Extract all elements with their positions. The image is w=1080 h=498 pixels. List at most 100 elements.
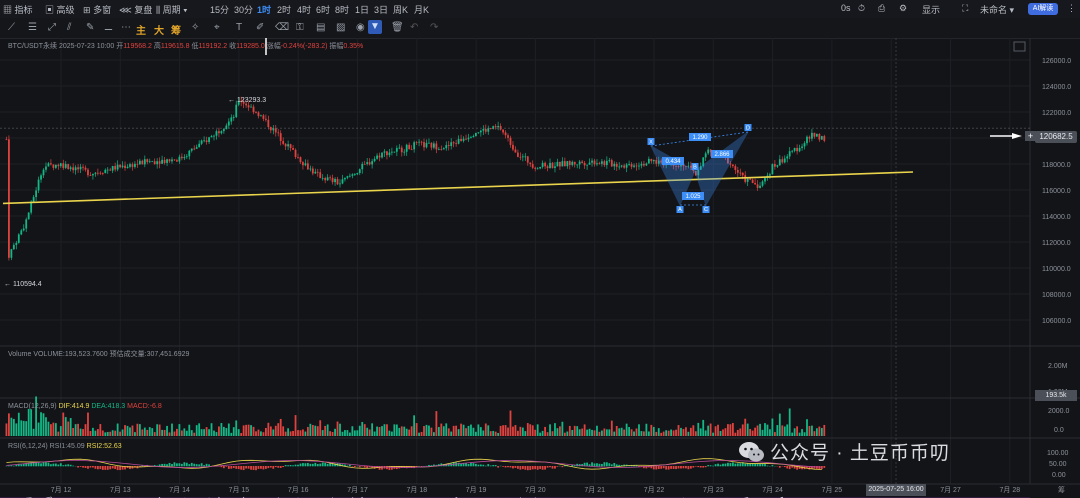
- camera-icon[interactable]: ⎙: [878, 3, 886, 13]
- macd-bar: [709, 465, 712, 467]
- candle-body: [297, 157, 299, 158]
- eraser-tool-icon[interactable]: ⌫: [275, 22, 290, 33]
- volume-bar: [462, 424, 465, 436]
- image-tool-icon[interactable]: ▨: [336, 22, 346, 33]
- brush-tool-icon[interactable]: ✎: [86, 22, 95, 33]
- current-price-tag: 120682.5: [1035, 131, 1077, 143]
- macd-bar: [778, 466, 781, 468]
- macd-bar: [741, 462, 744, 467]
- volume-bar: [603, 428, 606, 436]
- volume-bar: [408, 429, 411, 436]
- main-indicator-toggle[interactable]: 主: [136, 26, 146, 37]
- clipboard-icon[interactable]: ▤: [316, 22, 326, 33]
- volume-bar: [205, 427, 208, 436]
- macd-bar: [12, 465, 15, 467]
- macd-bar: [193, 463, 196, 467]
- tf-month[interactable]: 月K: [414, 5, 430, 15]
- multi-window-menu[interactable]: ⊞ 多窗: [83, 5, 112, 15]
- fullscreen-icon[interactable]: ⛶: [962, 3, 969, 13]
- hline-tool-icon[interactable]: ☰: [28, 22, 37, 33]
- volume-bar: [494, 431, 497, 436]
- candle-body: [109, 169, 112, 171]
- candle-body: [749, 178, 752, 180]
- macd-bar: [470, 462, 472, 467]
- tf-4h[interactable]: 4时: [297, 5, 312, 15]
- filter-icon[interactable]: ▼: [368, 20, 382, 34]
- volume-bar: [415, 423, 418, 436]
- macd-bar: [475, 463, 477, 467]
- ray-tool-icon[interactable]: ⤢: [48, 22, 56, 33]
- lock-icon[interactable]: ⚿: [296, 22, 304, 33]
- undo-icon[interactable]: ↶: [410, 22, 419, 33]
- macd-bar: [820, 466, 823, 470]
- volume-bar: [583, 424, 586, 436]
- tf-1d[interactable]: 1日: [355, 5, 370, 15]
- macd-bar: [618, 464, 621, 467]
- redo-icon[interactable]: ↷: [430, 22, 439, 33]
- chart-area[interactable]: ← 123293.3 ← 110594.4 X A B C D 1.290 0.434 1.025…: [0, 38, 1080, 498]
- volume-bar: [430, 427, 433, 436]
- volume-bar: [811, 425, 813, 436]
- indicators-menu[interactable]: ▦ 指标: [3, 5, 33, 15]
- show-menu[interactable]: 显示: [922, 5, 941, 15]
- candle-body: [618, 166, 621, 168]
- channel-tool-icon[interactable]: ⫽: [67, 22, 72, 33]
- magnet-icon[interactable]: ⌖: [214, 22, 220, 33]
- macd-bar: [615, 464, 618, 467]
- volume-bar: [432, 432, 435, 436]
- eye-icon[interactable]: ◉: [356, 22, 365, 33]
- candle-body: [484, 128, 487, 132]
- text-tool-icon[interactable]: T: [236, 22, 243, 33]
- trash-icon[interactable]: 🗑: [391, 22, 404, 33]
- clock-icon[interactable]: ⏱: [858, 3, 866, 13]
- macd-bar: [250, 466, 252, 470]
- chips-toggle[interactable]: 筹: [171, 26, 181, 37]
- ruler-tool-icon[interactable]: ⚊: [104, 22, 113, 33]
- tf-6h[interactable]: 6时: [316, 5, 331, 15]
- layout-dropdown[interactable]: 未命名 ▾: [980, 5, 1015, 15]
- tf-1h[interactable]: 1时: [257, 5, 272, 15]
- macd-bar: [497, 466, 500, 468]
- time-tick-label: 7月 15: [229, 486, 250, 494]
- line-tool-icon[interactable]: ⟋: [8, 22, 15, 33]
- tf-2h[interactable]: 2时: [277, 5, 292, 15]
- candle-body: [620, 165, 623, 167]
- candle-body: [571, 161, 574, 166]
- candle-body: [467, 137, 470, 140]
- macd-dif-line: [6, 458, 822, 470]
- measure-tool-icon[interactable]: ✐: [256, 22, 265, 33]
- tf-3d[interactable]: 3日: [374, 5, 389, 15]
- volume-bar: [778, 413, 781, 436]
- tf-15m[interactable]: 15分: [210, 5, 230, 15]
- drawing-toolbar: ⟋ ☰ ⤢ ⫽ ✎ ⚊ ⋯ 主 大 筹 ✧ ⌖ T ✐ ⌫ ⚿ ▤ ▨ ◉ ▼ …: [0, 18, 1080, 39]
- macd-bar: [45, 462, 47, 467]
- settings-icon[interactable]: ⚙: [899, 3, 908, 13]
- more-tools-icon[interactable]: ⋯: [121, 22, 131, 33]
- big-order-toggle[interactable]: 大: [154, 26, 164, 37]
- volume-bar: [556, 428, 559, 436]
- tf-30m[interactable]: 30分: [234, 5, 254, 15]
- candle-body: [395, 148, 398, 152]
- ai-tool-icon[interactable]: ✧: [191, 22, 200, 33]
- advanced-menu[interactable]: ▣ 高级: [45, 5, 75, 15]
- volume-bar: [596, 425, 598, 436]
- candle-body: [205, 140, 208, 143]
- ai-interpret-button[interactable]: AI解读: [1028, 3, 1058, 15]
- candle-body: [64, 164, 67, 168]
- volume-bar: [524, 431, 527, 436]
- tf-week[interactable]: 周K: [393, 5, 409, 15]
- volume-bar: [643, 431, 645, 436]
- volume-bar: [138, 424, 141, 436]
- candle-body: [633, 165, 635, 167]
- candle-body: [77, 167, 79, 170]
- period-menu[interactable]: ⫼ 周期 ▾: [156, 5, 188, 15]
- candle-body: [625, 164, 628, 168]
- macd-bar: [573, 465, 576, 467]
- tf-8h[interactable]: 8时: [335, 5, 350, 15]
- macd-bar: [27, 462, 30, 467]
- replay-menu[interactable]: ⋘ 复盘: [119, 5, 153, 15]
- more-icon[interactable]: ⋮: [1067, 3, 1076, 13]
- candle-body: [230, 117, 233, 122]
- chart-svg[interactable]: ← 123293.3 ← 110594.4 X A B C D 1.290 0.434 1.025…: [0, 38, 1080, 498]
- candle-body: [450, 142, 453, 147]
